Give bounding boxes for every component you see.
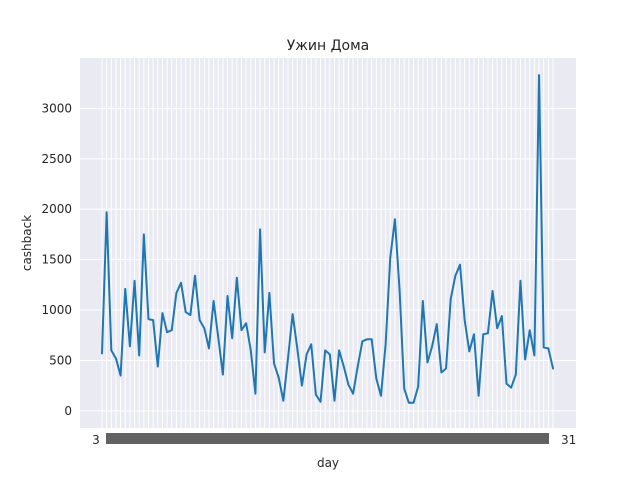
- x-tick-label-first: 3: [92, 433, 100, 447]
- x-tick-label-last: 31: [561, 433, 576, 447]
- chart-title: Ужин Дома: [287, 38, 370, 54]
- series-line: [101, 74, 554, 404]
- y-tick-label: 500: [49, 353, 72, 367]
- x-axis-label: day: [317, 456, 339, 470]
- y-gridlines: [80, 107, 576, 412]
- series-layer: [101, 74, 554, 404]
- y-tick-labels: 0 500 1000 1500 2000 2500 3000: [41, 101, 72, 417]
- y-tick-label: 1000: [41, 303, 72, 317]
- y-tick-label: 3000: [41, 101, 72, 115]
- y-axis-label: cashback: [20, 215, 34, 271]
- y-tick-label: 2000: [41, 202, 72, 216]
- x-tick-labels-overlap: [106, 433, 549, 444]
- y-tick-label: 2500: [41, 152, 72, 166]
- y-tick-label: 1500: [41, 253, 72, 267]
- y-tick-label: 0: [64, 404, 72, 418]
- x-tick-labels: 3 31: [92, 433, 576, 447]
